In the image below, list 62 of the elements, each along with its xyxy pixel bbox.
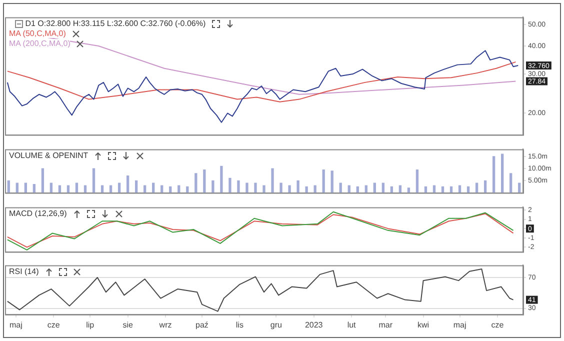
- x-tick-label: lis: [236, 320, 244, 330]
- bar: [271, 168, 274, 193]
- bar: [126, 176, 130, 193]
- bar: [160, 185, 164, 193]
- x-tick-label: cze: [491, 320, 504, 330]
- chart-title: D1 O:32.800 H:33.115 L:32.600 C:32.760 (-0.06%): [25, 19, 206, 28]
- bar: [262, 185, 266, 193]
- bar: [84, 185, 87, 193]
- bar: [100, 185, 104, 193]
- chart-title: MACD (12,26,9): [9, 209, 67, 218]
- x-tick-label: kwi: [418, 320, 430, 330]
- bar: [288, 185, 291, 193]
- bar: [228, 178, 232, 193]
- bar: [416, 169, 419, 193]
- bar: [458, 185, 462, 193]
- bar: [254, 182, 257, 193]
- x-tick-label: mar: [378, 320, 393, 330]
- bar: [348, 185, 350, 193]
- bar: [92, 168, 96, 193]
- bar: [492, 156, 496, 193]
- bar: [194, 173, 198, 193]
- bar: [212, 180, 214, 193]
- text: MA (50,C,MA,0): [9, 29, 66, 38]
- bar: [32, 184, 36, 193]
- bar: [220, 166, 223, 193]
- x-tick-label: gru: [270, 320, 282, 330]
- bar: [305, 186, 308, 193]
- chart-title: RSI (14): [9, 267, 39, 276]
- bar: [432, 185, 436, 193]
- bar: [7, 180, 10, 193]
- bar: [296, 180, 300, 193]
- bar: [398, 185, 402, 193]
- x-tick-label: cze: [47, 320, 60, 330]
- bar: [330, 170, 334, 193]
- bar: [280, 182, 282, 193]
- series-label: MA (200,C,MA,0): [9, 39, 70, 48]
- bar: [66, 185, 70, 193]
- bar: [144, 185, 146, 193]
- bar: [501, 154, 504, 193]
- bar: [109, 185, 112, 193]
- bar: [322, 169, 325, 193]
- bar: [484, 180, 487, 193]
- bar: [41, 168, 44, 193]
- bar: [237, 180, 240, 193]
- bar: [246, 182, 248, 193]
- bar: [58, 185, 62, 193]
- bar: [510, 173, 512, 193]
- bar: [364, 185, 368, 193]
- bar: [178, 185, 180, 193]
- x-tick-label: lut: [347, 320, 357, 330]
- x-tick-label: maj: [10, 320, 23, 330]
- x-tick-label: sie: [122, 320, 134, 330]
- bar: [203, 169, 206, 193]
- x-tick-label: 2023: [304, 320, 324, 330]
- x-tick-label: paź: [196, 320, 208, 330]
- chart-title: VOLUME & OPENINT: [9, 151, 88, 160]
- x-tick-label: lip: [86, 320, 95, 330]
- x-tick-label: maj: [453, 320, 466, 330]
- bar: [407, 188, 410, 193]
- x-tick-label: wrz: [158, 320, 172, 330]
- bar: [314, 185, 316, 193]
- bar: [134, 180, 138, 193]
